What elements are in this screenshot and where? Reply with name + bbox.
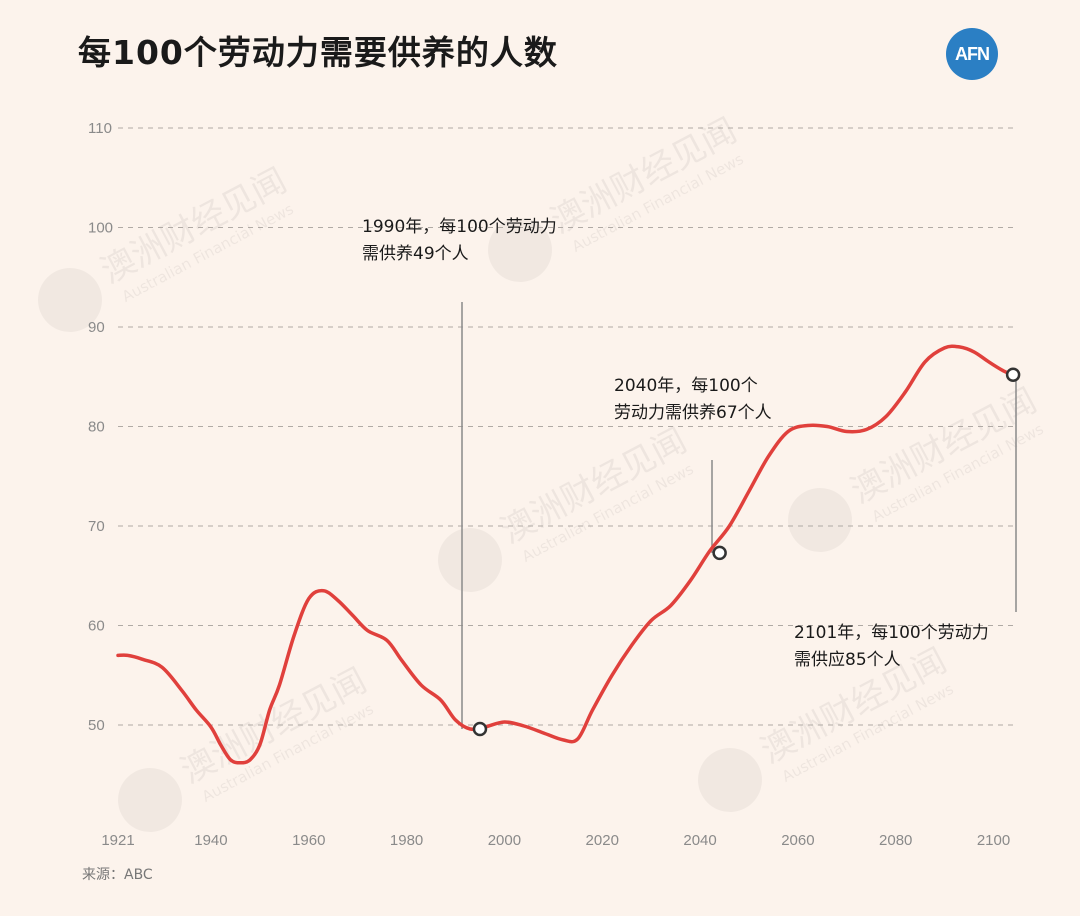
y-tick-label: 110 — [88, 120, 112, 137]
grid-layer — [118, 127, 1018, 726]
x-tick-label: 2100 — [977, 832, 1010, 849]
y-tick-label: 70 — [88, 518, 105, 535]
highlight-point — [1005, 367, 1021, 383]
source-note: 来源：ABC — [82, 867, 153, 883]
y-tick-label: 100 — [88, 220, 113, 237]
x-tick-label: 2080 — [879, 832, 912, 849]
annotation-line-2: 劳动力需供养67个人 — [614, 403, 772, 423]
x-tick-label: 2040 — [683, 832, 716, 849]
y-tick-label: 80 — [88, 419, 105, 436]
series-line — [116, 344, 1015, 765]
annotation-leader-layer — [461, 302, 1017, 729]
watermark-logo — [438, 528, 502, 592]
watermark-logo — [788, 488, 852, 552]
x-tick-label: 1980 — [390, 832, 423, 849]
annotation-line-1: 2040年，每100个 — [614, 376, 758, 396]
annotation-line-2: 需供应85个人 — [794, 650, 901, 670]
x-tick-label: 2060 — [781, 832, 814, 849]
afn-logo: AFN — [946, 28, 998, 80]
x-tick-label: 1921 — [101, 832, 134, 849]
y-tick-label: 90 — [88, 319, 105, 336]
x-tick-label: 2020 — [586, 832, 619, 849]
watermark-logo — [488, 218, 552, 282]
chart-title: 每100个劳动力需要供养的人数 — [78, 33, 558, 72]
x-tick-label: 2000 — [488, 832, 521, 849]
y-tick-label: 60 — [88, 618, 105, 635]
tick-label-layer: 50 60 70 80 90 100 110 1921 1940 1960 1980 2000 2020… — [88, 120, 1010, 849]
annotation-line-2: 需供养49个人 — [362, 244, 469, 264]
annotation-line-1: 1990年，每100个劳动力 — [362, 217, 557, 237]
annotation-line-1: 2101年，每100个劳动力 — [794, 623, 989, 643]
x-tick-label: 1940 — [194, 832, 227, 849]
highlight-points-layer — [472, 367, 1021, 737]
watermark-logo — [37, 268, 102, 332]
watermark-logo — [698, 748, 762, 812]
y-tick-label: 50 — [88, 717, 105, 734]
highlight-point — [712, 545, 727, 561]
highlight-point — [472, 721, 488, 737]
x-tick-label: 1960 — [292, 832, 325, 849]
watermark-logo — [118, 768, 182, 832]
